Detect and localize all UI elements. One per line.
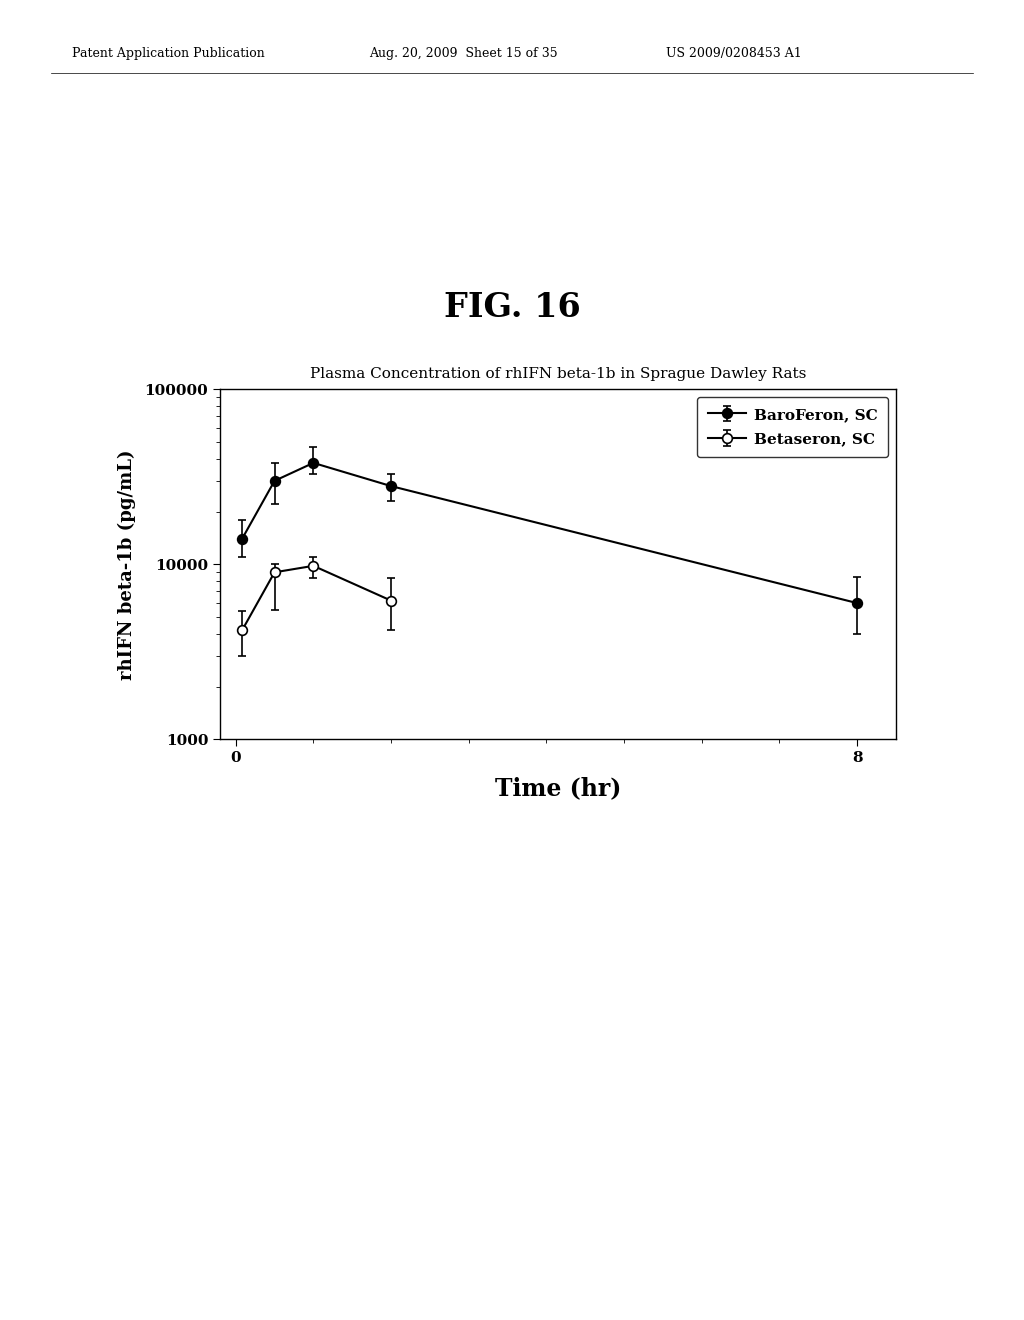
- Legend: BaroFeron, SC, Betaseron, SC: BaroFeron, SC, Betaseron, SC: [697, 397, 889, 457]
- X-axis label: Time (hr): Time (hr): [495, 776, 622, 800]
- Text: Aug. 20, 2009  Sheet 15 of 35: Aug. 20, 2009 Sheet 15 of 35: [369, 46, 557, 59]
- Text: FIG. 16: FIG. 16: [443, 290, 581, 323]
- Text: US 2009/0208453 A1: US 2009/0208453 A1: [666, 46, 802, 59]
- Y-axis label: rhIFN beta-1b (pg/mL): rhIFN beta-1b (pg/mL): [118, 449, 136, 680]
- Title: Plasma Concentration of rhIFN beta-1b in Sprague Dawley Rats: Plasma Concentration of rhIFN beta-1b in…: [310, 367, 806, 381]
- Text: Patent Application Publication: Patent Application Publication: [72, 46, 264, 59]
